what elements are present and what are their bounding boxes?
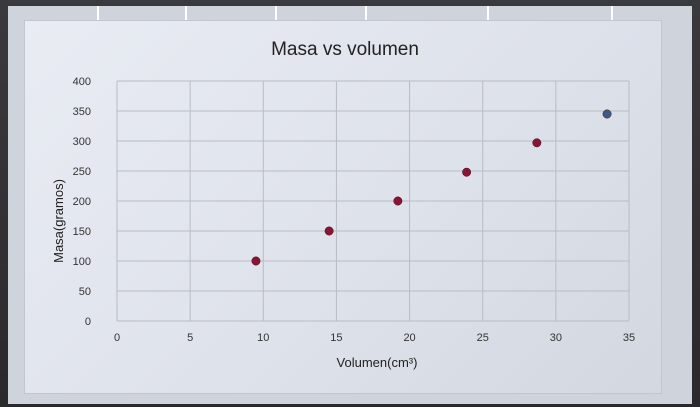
data-point <box>462 167 472 177</box>
y-tick-label: 0 <box>85 316 91 328</box>
y-tick-label: 400 <box>73 76 91 88</box>
data-points <box>251 109 612 266</box>
y-tick-label: 250 <box>73 166 91 178</box>
y-tick-label: 300 <box>73 136 91 148</box>
y-axis-label: Masa(gramos) <box>51 179 66 263</box>
y-tick-label: 100 <box>73 256 91 268</box>
data-point <box>393 196 403 206</box>
x-tick-labels: 0 5 10 15 20 25 30 35 <box>114 332 635 344</box>
y-tick-labels: 0 50 100 150 200 250 300 350 400 <box>73 76 91 328</box>
data-point <box>324 226 334 236</box>
x-tick-label: 10 <box>257 332 269 344</box>
data-point <box>532 138 542 148</box>
y-tick-label: 150 <box>73 226 91 238</box>
spreadsheet-column-lines <box>97 6 613 20</box>
x-tick-label: 0 <box>114 332 120 344</box>
y-tick-label: 350 <box>73 106 91 118</box>
y-tick-label: 200 <box>73 196 91 208</box>
chart-area[interactable]: Masa vs volumen 0 50 100 150 200 250 300 350 400… <box>24 20 662 394</box>
x-tick-label: 5 <box>187 332 193 344</box>
scatter-chart: Masa vs volumen 050100150200250300350400… <box>51 39 635 370</box>
chart-title: Masa vs volumen <box>271 39 419 60</box>
grid <box>116 80 630 322</box>
data-point <box>602 109 612 119</box>
y-tick-label: 50 <box>79 286 91 298</box>
x-tick-label: 35 <box>623 332 635 344</box>
x-tick-label: 15 <box>330 332 342 344</box>
x-tick-label: 20 <box>403 332 415 344</box>
x-tick-label: 30 <box>550 332 562 344</box>
x-tick-label: 25 <box>477 332 489 344</box>
data-point <box>251 256 261 266</box>
x-axis-label: Volumen(cm³) <box>337 355 418 370</box>
